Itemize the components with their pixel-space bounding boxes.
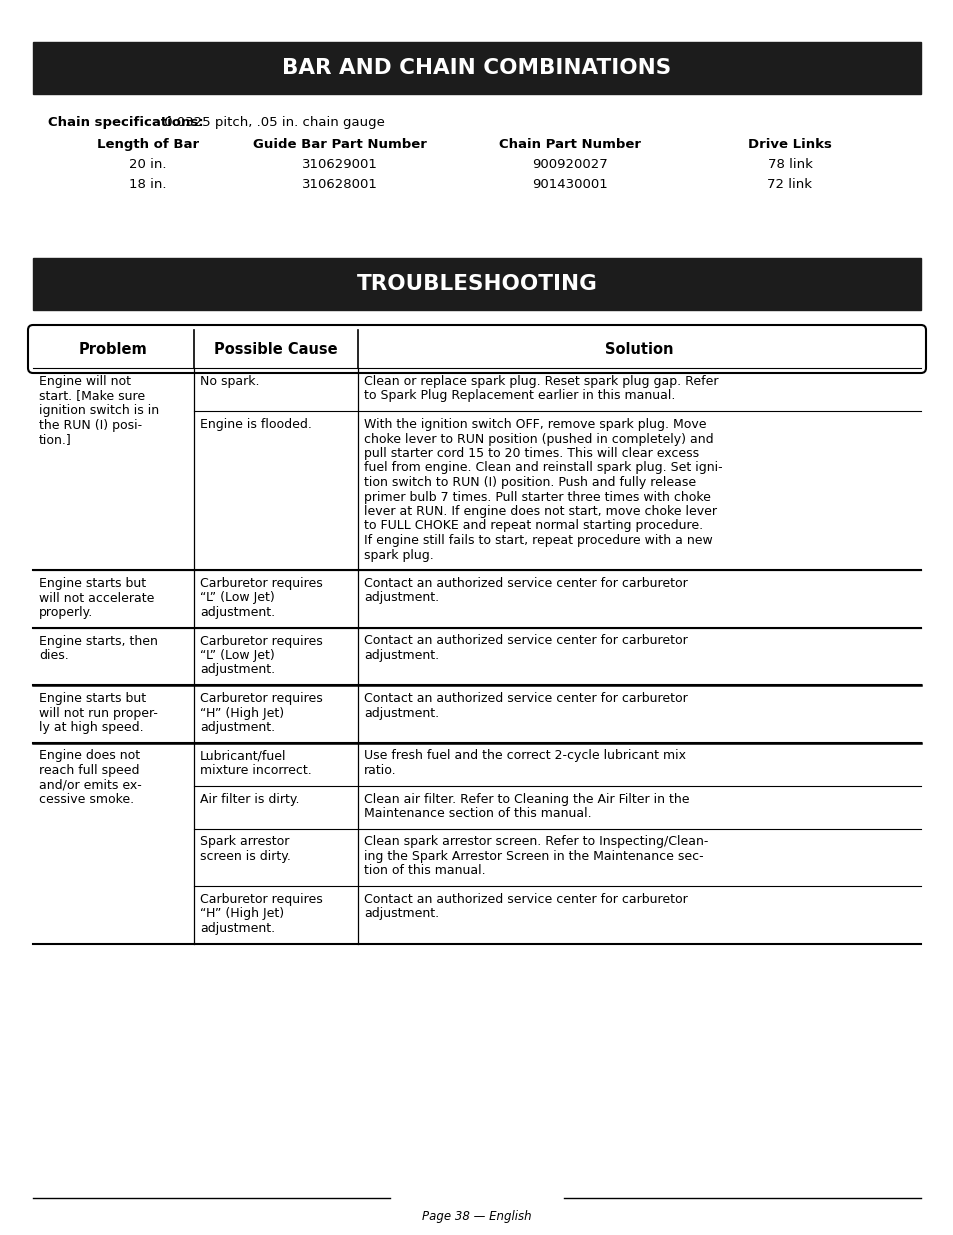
Text: Lubricant/fuel: Lubricant/fuel — [200, 750, 286, 762]
Text: Drive Links: Drive Links — [747, 138, 831, 151]
Text: adjustment.: adjustment. — [200, 663, 274, 677]
Text: the RUN (I) posi-: the RUN (I) posi- — [39, 419, 142, 431]
Text: 20 in.: 20 in. — [129, 158, 167, 170]
Text: ratio.: ratio. — [364, 764, 396, 777]
Text: pull starter cord 15 to 20 times. This will clear excess: pull starter cord 15 to 20 times. This w… — [364, 447, 699, 459]
Text: dies.: dies. — [39, 650, 69, 662]
Text: adjustment.: adjustment. — [364, 650, 438, 662]
Text: With the ignition switch OFF, remove spark plug. Move: With the ignition switch OFF, remove spa… — [364, 417, 706, 431]
Text: Engine does not: Engine does not — [39, 750, 140, 762]
Text: choke lever to RUN position (pushed in completely) and: choke lever to RUN position (pushed in c… — [364, 432, 713, 446]
Text: “L” (Low Jet): “L” (Low Jet) — [200, 592, 274, 604]
Text: tion of this manual.: tion of this manual. — [364, 864, 485, 878]
Text: TROUBLESHOOTING: TROUBLESHOOTING — [356, 274, 597, 294]
Text: adjustment.: adjustment. — [200, 923, 274, 935]
FancyBboxPatch shape — [28, 325, 925, 373]
Text: start. [Make sure: start. [Make sure — [39, 389, 145, 403]
Text: adjustment.: adjustment. — [200, 606, 274, 619]
Text: Contact an authorized service center for carburetor: Contact an authorized service center for… — [364, 635, 687, 647]
Text: adjustment.: adjustment. — [364, 706, 438, 720]
Text: Engine starts, then: Engine starts, then — [39, 635, 157, 647]
Text: Page 38 — English: Page 38 — English — [422, 1210, 531, 1223]
Bar — [33, 42, 920, 94]
Text: tion.]: tion.] — [39, 433, 71, 446]
Text: BAR AND CHAIN COMBINATIONS: BAR AND CHAIN COMBINATIONS — [282, 58, 671, 78]
Text: 901430001: 901430001 — [532, 178, 607, 191]
Text: “H” (High Jet): “H” (High Jet) — [200, 706, 284, 720]
Text: cessive smoke.: cessive smoke. — [39, 793, 134, 806]
Text: Engine is flooded.: Engine is flooded. — [200, 417, 312, 431]
Text: will not accelerate: will not accelerate — [39, 592, 154, 604]
Text: adjustment.: adjustment. — [364, 592, 438, 604]
Text: Carburetor requires: Carburetor requires — [200, 635, 322, 647]
Text: ignition switch is in: ignition switch is in — [39, 404, 159, 417]
Text: Chain specifications:: Chain specifications: — [48, 116, 203, 128]
Text: Carburetor requires: Carburetor requires — [200, 577, 322, 590]
Text: Length of Bar: Length of Bar — [97, 138, 199, 151]
Text: properly.: properly. — [39, 606, 93, 619]
Text: Use fresh fuel and the correct 2-cycle lubricant mix: Use fresh fuel and the correct 2-cycle l… — [364, 750, 685, 762]
Text: 18 in.: 18 in. — [129, 178, 167, 191]
Text: mixture incorrect.: mixture incorrect. — [200, 764, 312, 777]
Text: “H” (High Jet): “H” (High Jet) — [200, 908, 284, 920]
Text: 900920027: 900920027 — [532, 158, 607, 170]
Text: Solution: Solution — [604, 342, 673, 357]
Text: No spark.: No spark. — [200, 375, 259, 388]
Text: Carburetor requires: Carburetor requires — [200, 893, 322, 906]
Text: adjustment.: adjustment. — [364, 908, 438, 920]
Text: Problem: Problem — [79, 342, 148, 357]
Text: ing the Spark Arrestor Screen in the Maintenance sec-: ing the Spark Arrestor Screen in the Mai… — [364, 850, 703, 863]
Text: Contact an authorized service center for carburetor: Contact an authorized service center for… — [364, 577, 687, 590]
Text: Contact an authorized service center for carburetor: Contact an authorized service center for… — [364, 893, 687, 906]
Text: reach full speed: reach full speed — [39, 764, 139, 777]
Text: Engine starts but: Engine starts but — [39, 692, 146, 705]
Text: will not run proper-: will not run proper- — [39, 706, 157, 720]
Text: Chain Part Number: Chain Part Number — [498, 138, 640, 151]
Text: to FULL CHOKE and repeat normal starting procedure.: to FULL CHOKE and repeat normal starting… — [364, 520, 702, 532]
Text: 310629001: 310629001 — [302, 158, 377, 170]
Text: Carburetor requires: Carburetor requires — [200, 692, 322, 705]
Text: fuel from engine. Clean and reinstall spark plug. Set igni-: fuel from engine. Clean and reinstall sp… — [364, 462, 721, 474]
Text: 0.0325 pitch, .05 in. chain gauge: 0.0325 pitch, .05 in. chain gauge — [160, 116, 384, 128]
Text: Spark arrestor: Spark arrestor — [200, 836, 289, 848]
Text: Guide Bar Part Number: Guide Bar Part Number — [253, 138, 427, 151]
Text: “L” (Low Jet): “L” (Low Jet) — [200, 650, 274, 662]
Text: screen is dirty.: screen is dirty. — [200, 850, 291, 863]
Text: 78 link: 78 link — [767, 158, 812, 170]
Text: Maintenance section of this manual.: Maintenance section of this manual. — [364, 806, 591, 820]
Text: spark plug.: spark plug. — [364, 548, 434, 562]
Text: 310628001: 310628001 — [302, 178, 377, 191]
Text: and/or emits ex-: and/or emits ex- — [39, 778, 142, 792]
Text: Engine starts but: Engine starts but — [39, 577, 146, 590]
Text: Possible Cause: Possible Cause — [214, 342, 337, 357]
Text: If engine still fails to start, repeat procedure with a new: If engine still fails to start, repeat p… — [364, 534, 712, 547]
Text: Contact an authorized service center for carburetor: Contact an authorized service center for… — [364, 692, 687, 705]
Text: Clean or replace spark plug. Reset spark plug gap. Refer: Clean or replace spark plug. Reset spark… — [364, 375, 718, 388]
Text: Clean air filter. Refer to Cleaning the Air Filter in the: Clean air filter. Refer to Cleaning the … — [364, 793, 689, 805]
Text: 72 link: 72 link — [767, 178, 812, 191]
Text: Engine will not: Engine will not — [39, 375, 131, 388]
Text: primer bulb 7 times. Pull starter three times with choke: primer bulb 7 times. Pull starter three … — [364, 490, 710, 504]
Text: adjustment.: adjustment. — [200, 721, 274, 734]
Text: Air filter is dirty.: Air filter is dirty. — [200, 793, 299, 805]
Bar — [33, 258, 920, 310]
Text: tion switch to RUN (I) position. Push and fully release: tion switch to RUN (I) position. Push an… — [364, 475, 696, 489]
Text: lever at RUN. If engine does not start, move choke lever: lever at RUN. If engine does not start, … — [364, 505, 717, 517]
Text: to Spark Plug Replacement earlier in this manual.: to Spark Plug Replacement earlier in thi… — [364, 389, 675, 403]
Text: ly at high speed.: ly at high speed. — [39, 721, 144, 734]
Text: Clean spark arrestor screen. Refer to Inspecting/Clean-: Clean spark arrestor screen. Refer to In… — [364, 836, 708, 848]
